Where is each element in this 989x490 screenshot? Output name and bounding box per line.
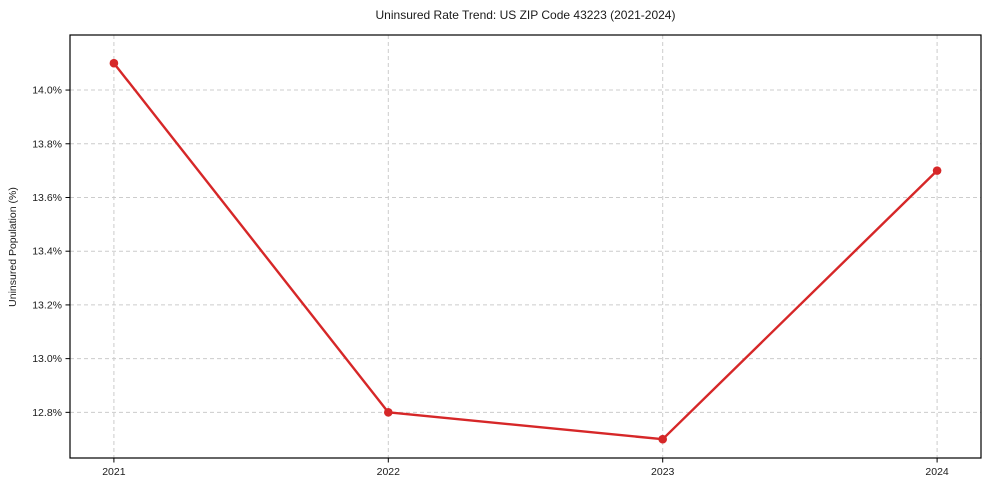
y-tick-label: 13.0% — [32, 353, 62, 365]
data-point-marker — [109, 58, 119, 68]
chart-title: Uninsured Rate Trend: US ZIP Code 43223 … — [375, 8, 676, 22]
x-tick-label: 2023 — [651, 466, 675, 478]
y-tick-label: 13.4% — [32, 246, 62, 258]
y-tick-label: 12.8% — [32, 407, 62, 419]
data-point-marker — [384, 408, 393, 417]
trend-line — [112, 62, 939, 441]
data-point-marker — [932, 166, 942, 175]
x-tick-label: 2022 — [377, 466, 401, 478]
y-tick-label: 13.2% — [32, 299, 62, 311]
plot-border — [69, 34, 982, 459]
y-tick-label: 14.0% — [32, 85, 62, 97]
x-tick-label: 2021 — [102, 466, 126, 478]
y-tick-label: 13.6% — [32, 192, 62, 204]
data-point-marker — [658, 434, 667, 444]
x-tick-label: 2024 — [925, 466, 949, 478]
y-tick-label: 13.8% — [32, 138, 62, 150]
